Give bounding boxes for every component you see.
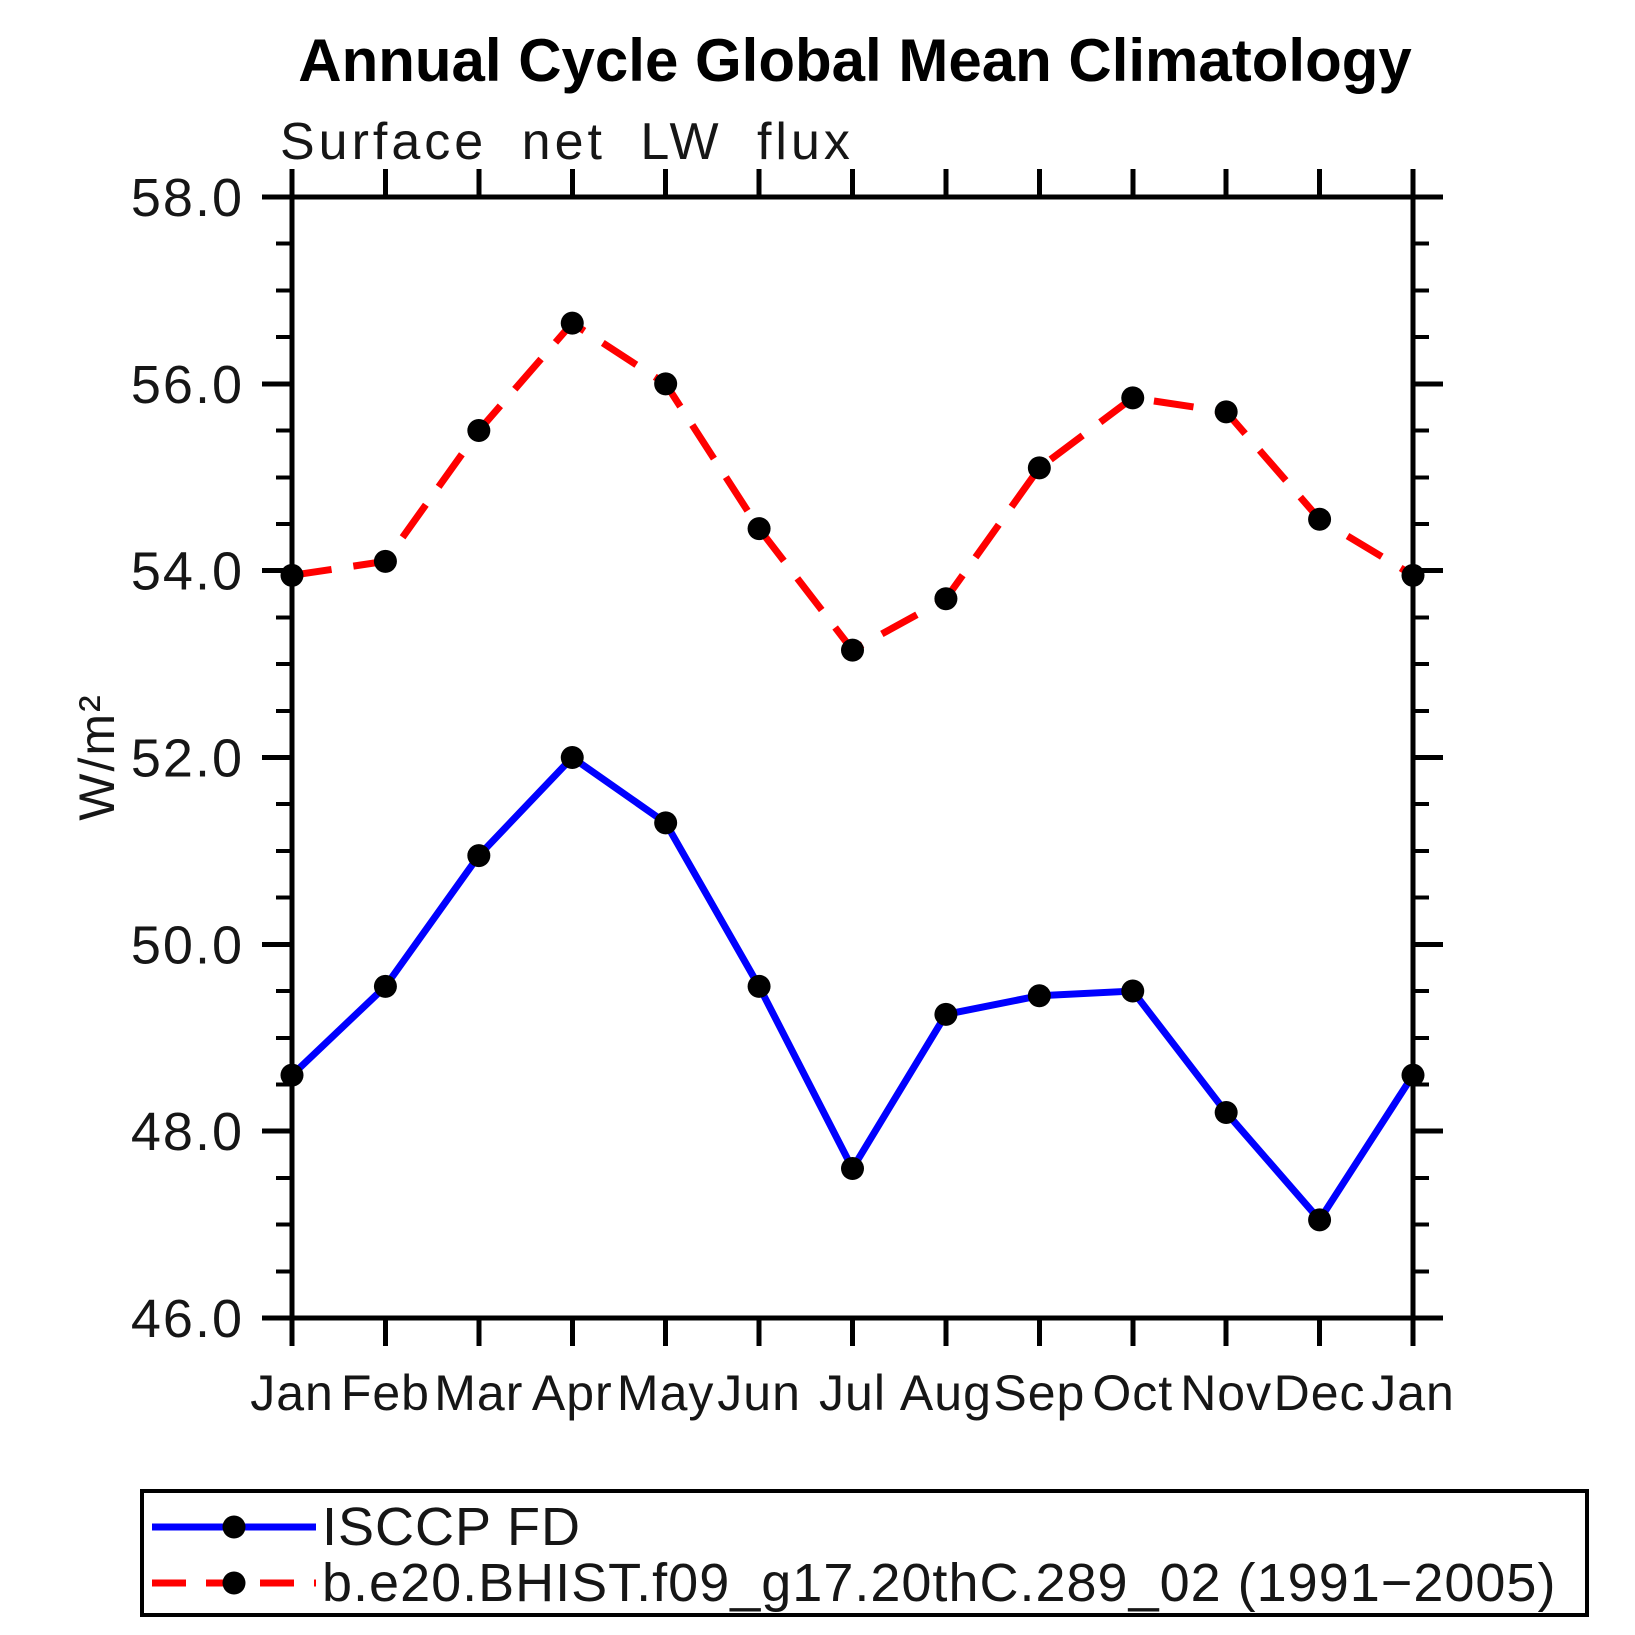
y-tick-label: 58.0 (131, 168, 244, 228)
data-point-obs-Mar-2 (467, 844, 491, 868)
legend-label-obs: ISCCP FD (322, 1497, 582, 1557)
x-tick-label: Dec (1274, 1365, 1366, 1421)
data-point-obs-Jul-6 (841, 1157, 864, 1181)
data-point-obs-Aug-7 (934, 1002, 958, 1026)
legend-swatch-model-line (152, 1571, 316, 1595)
x-tick-label: Aug (900, 1365, 992, 1421)
legend: ISCCP FD b.e20.BHIST.f09_g17.20thC.289_0… (140, 1489, 1589, 1617)
legend-swatch-obs-line (152, 1515, 316, 1539)
data-point-model-Jul-6 (841, 638, 864, 662)
chart-title: Annual Cycle Global Mean Climatology (298, 27, 1412, 94)
x-tick-label: Apr (532, 1365, 613, 1421)
x-tick-label: Nov (1180, 1365, 1272, 1421)
x-tick-label: May (617, 1365, 714, 1421)
y-tick-label: 52.0 (131, 729, 244, 789)
data-point-model-Mar-2 (467, 419, 491, 443)
data-point-model-Jan-12 (1401, 563, 1425, 587)
legend-marker-dot (222, 1515, 246, 1539)
data-point-obs-May-4 (654, 811, 678, 835)
legend-marker-dot (222, 1571, 246, 1595)
chart-subtitle: Surface net LW flux (280, 113, 854, 171)
data-point-obs-Jan-0 (280, 1063, 304, 1087)
y-tick-label: 56.0 (131, 355, 244, 415)
data-point-model-Jun-5 (747, 517, 771, 541)
data-point-obs-Feb-1 (373, 974, 397, 998)
data-point-obs-Jun-5 (747, 974, 771, 998)
data-point-model-Nov-10 (1214, 400, 1238, 424)
data-point-model-May-4 (654, 372, 678, 396)
plot-box (289, 194, 1416, 1321)
y-tick-label: 46.0 (131, 1289, 244, 1349)
x-tick-label: Oct (1092, 1365, 1173, 1421)
data-point-model-Oct-9 (1121, 386, 1145, 410)
x-tick-label: Sep (993, 1365, 1085, 1421)
data-point-model-Apr-3 (560, 311, 584, 335)
legend-item-obs: ISCCP FD (150, 1497, 581, 1557)
data-point-obs-Apr-3 (560, 746, 584, 769)
legend-label-model: b.e20.BHIST.f09_g17.20thC.289_02 (1991−2… (322, 1553, 1557, 1613)
data-point-obs-Sep-8 (1027, 984, 1051, 1008)
data-point-model-Aug-7 (934, 587, 958, 611)
x-tick-label: Mar (434, 1365, 523, 1421)
y-tick-label: 54.0 (131, 542, 244, 602)
y-tick-label: 48.0 (131, 1102, 244, 1162)
data-point-model-Feb-1 (373, 549, 397, 573)
legend-item-model: b.e20.BHIST.f09_g17.20thC.289_02 (1991−2… (150, 1553, 1556, 1613)
y-axis-label: W/m² (69, 693, 125, 821)
y-tick-label: 50.0 (131, 915, 244, 975)
series-line-model (291, 318, 1415, 655)
x-tick-label: Jan (1371, 1365, 1455, 1421)
data-point-obs-Jan-12 (1401, 1063, 1425, 1087)
data-point-obs-Oct-9 (1121, 979, 1145, 1003)
x-tick-label: Jun (717, 1365, 801, 1421)
data-point-obs-Dec-11 (1308, 1208, 1332, 1232)
data-point-model-Sep-8 (1027, 456, 1051, 480)
x-tick-label: Feb (341, 1365, 430, 1421)
data-point-model-Jan-0 (280, 563, 304, 587)
x-tick-label: Jan (250, 1365, 334, 1421)
data-point-model-Dec-11 (1308, 507, 1332, 531)
x-tick-label: Jul (819, 1365, 886, 1421)
series-line-obs (289, 752, 1416, 1226)
data-point-obs-Nov-10 (1214, 1100, 1238, 1124)
